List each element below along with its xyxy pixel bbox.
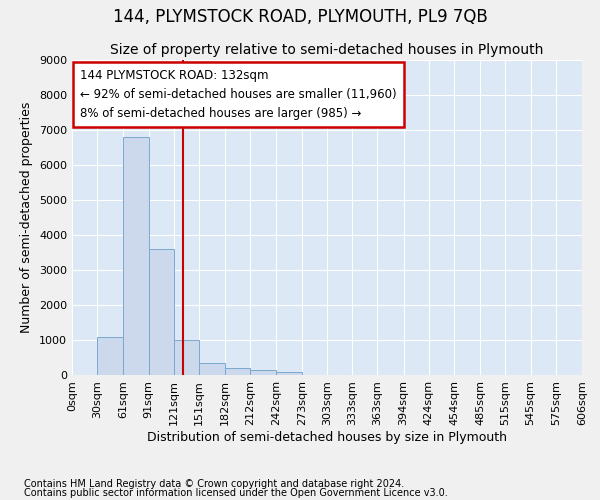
Bar [275, 372, 302, 375]
Title: Size of property relative to semi-detached houses in Plymouth: Size of property relative to semi-detach… [110, 44, 544, 58]
Text: 144, PLYMSTOCK ROAD, PLYMOUTH, PL9 7QB: 144, PLYMSTOCK ROAD, PLYMOUTH, PL9 7QB [113, 8, 487, 26]
Bar [149, 249, 174, 375]
Text: Contains public sector information licensed under the Open Government Licence v3: Contains public sector information licen… [24, 488, 448, 498]
Text: Contains HM Land Registry data © Crown copyright and database right 2024.: Contains HM Land Registry data © Crown c… [24, 479, 404, 489]
Bar [250, 370, 275, 375]
Bar [174, 340, 199, 375]
Bar [199, 363, 225, 375]
Bar [225, 368, 250, 375]
X-axis label: Distribution of semi-detached houses by size in Plymouth: Distribution of semi-detached houses by … [147, 430, 507, 444]
Text: 144 PLYMSTOCK ROAD: 132sqm
← 92% of semi-detached houses are smaller (11,960)
8%: 144 PLYMSTOCK ROAD: 132sqm ← 92% of semi… [80, 68, 397, 120]
Bar [97, 336, 124, 375]
Y-axis label: Number of semi-detached properties: Number of semi-detached properties [20, 102, 34, 333]
Bar [124, 137, 149, 375]
